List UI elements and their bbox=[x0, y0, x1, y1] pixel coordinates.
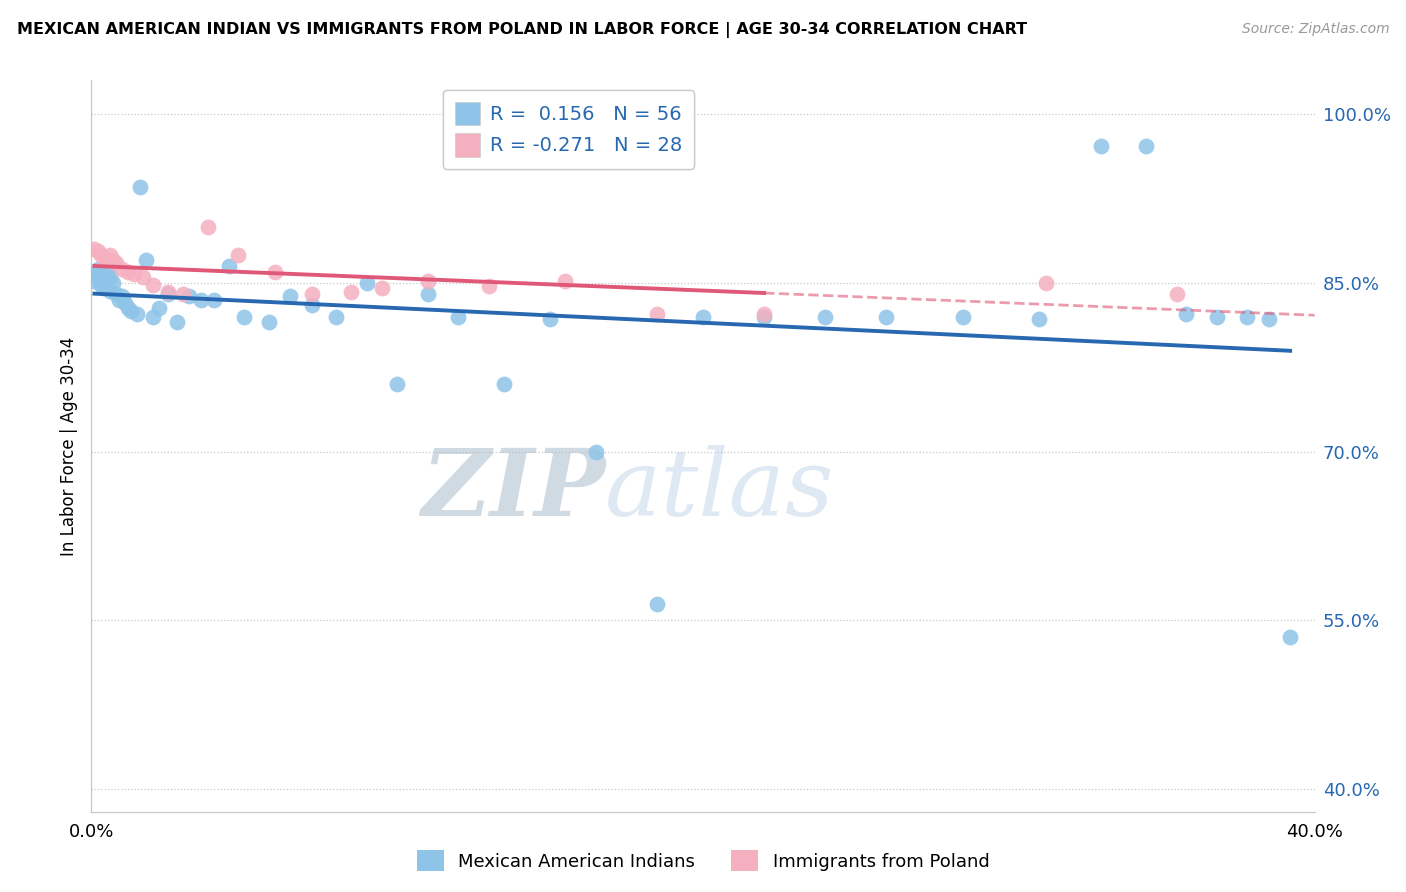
Point bbox=[172, 287, 194, 301]
Point bbox=[98, 284, 121, 298]
Point bbox=[141, 278, 163, 293]
Point bbox=[135, 253, 157, 268]
Point bbox=[83, 242, 105, 256]
Point bbox=[93, 281, 115, 295]
Point bbox=[90, 278, 112, 293]
Point bbox=[132, 270, 155, 285]
Point bbox=[478, 279, 501, 293]
Point bbox=[1257, 311, 1279, 326]
Point bbox=[554, 274, 576, 288]
Point bbox=[202, 293, 225, 307]
Point bbox=[96, 276, 118, 290]
Point bbox=[447, 310, 470, 324]
Point bbox=[340, 285, 363, 299]
Point bbox=[1279, 630, 1302, 644]
Point bbox=[754, 307, 776, 321]
Point bbox=[117, 301, 139, 315]
Point bbox=[120, 304, 142, 318]
Point bbox=[90, 248, 112, 262]
Point bbox=[179, 289, 201, 303]
Point bbox=[416, 287, 439, 301]
Point bbox=[645, 597, 668, 611]
Point bbox=[122, 267, 145, 281]
Point bbox=[356, 276, 378, 290]
Point bbox=[129, 180, 152, 194]
Point bbox=[278, 289, 301, 303]
Point bbox=[692, 310, 714, 324]
Point bbox=[875, 310, 898, 324]
Point bbox=[86, 244, 108, 259]
Point bbox=[96, 264, 118, 278]
Point bbox=[585, 444, 607, 458]
Point bbox=[83, 274, 105, 288]
Point bbox=[117, 264, 139, 278]
Point bbox=[93, 251, 115, 265]
Text: Source: ZipAtlas.com: Source: ZipAtlas.com bbox=[1241, 22, 1389, 37]
Point bbox=[226, 248, 249, 262]
Point bbox=[114, 296, 136, 310]
Point bbox=[1035, 276, 1057, 290]
Point bbox=[104, 287, 127, 301]
Point bbox=[156, 287, 179, 301]
Point bbox=[111, 289, 134, 303]
Point bbox=[538, 311, 561, 326]
Point bbox=[371, 281, 394, 295]
Point bbox=[111, 262, 134, 277]
Point bbox=[190, 293, 212, 307]
Point bbox=[86, 262, 108, 277]
Point bbox=[101, 253, 124, 268]
Text: atlas: atlas bbox=[605, 445, 835, 535]
Point bbox=[264, 264, 287, 278]
Point bbox=[494, 377, 516, 392]
Point bbox=[1090, 138, 1112, 153]
Point bbox=[754, 310, 776, 324]
Text: MEXICAN AMERICAN INDIAN VS IMMIGRANTS FROM POLAND IN LABOR FORCE | AGE 30-34 COR: MEXICAN AMERICAN INDIAN VS IMMIGRANTS FR… bbox=[17, 22, 1026, 38]
Point bbox=[104, 255, 127, 269]
Point bbox=[101, 276, 124, 290]
Point bbox=[385, 377, 409, 392]
Point bbox=[218, 259, 240, 273]
Point bbox=[301, 287, 323, 301]
Point bbox=[1175, 307, 1198, 321]
Point bbox=[1166, 287, 1188, 301]
Point bbox=[233, 310, 256, 324]
Point bbox=[1135, 138, 1157, 153]
Point bbox=[98, 270, 121, 285]
Point bbox=[148, 301, 170, 315]
Point bbox=[108, 293, 131, 307]
Y-axis label: In Labor Force | Age 30-34: In Labor Force | Age 30-34 bbox=[60, 336, 79, 556]
Point bbox=[197, 219, 219, 234]
Text: ZIP: ZIP bbox=[420, 445, 605, 535]
Point bbox=[98, 248, 121, 262]
Point bbox=[1236, 310, 1258, 324]
Legend: Mexican American Indians, Immigrants from Poland: Mexican American Indians, Immigrants fro… bbox=[409, 843, 997, 879]
Point bbox=[645, 307, 668, 321]
Point bbox=[1205, 310, 1227, 324]
Point bbox=[93, 269, 115, 284]
Point bbox=[127, 307, 149, 321]
Point bbox=[166, 315, 188, 329]
Point bbox=[141, 310, 163, 324]
Point bbox=[86, 270, 108, 285]
Point bbox=[301, 298, 323, 312]
Point bbox=[83, 267, 105, 281]
Point bbox=[1028, 311, 1050, 326]
Point bbox=[156, 285, 179, 299]
Point bbox=[416, 274, 439, 288]
Legend: R =  0.156   N = 56, R = -0.271   N = 28: R = 0.156 N = 56, R = -0.271 N = 28 bbox=[443, 90, 693, 169]
Point bbox=[90, 264, 112, 278]
Point bbox=[257, 315, 280, 329]
Point bbox=[814, 310, 837, 324]
Point bbox=[952, 310, 974, 324]
Point bbox=[325, 310, 347, 324]
Point bbox=[96, 253, 118, 268]
